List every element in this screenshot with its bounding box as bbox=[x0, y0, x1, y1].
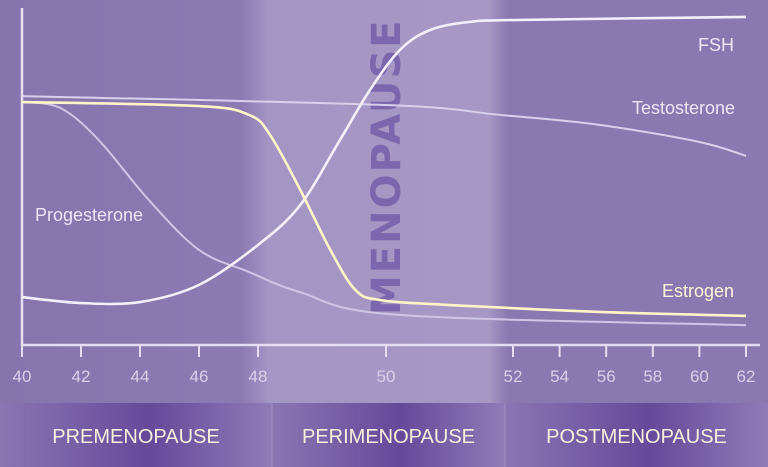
x-tick-label: 48 bbox=[249, 367, 268, 386]
menopause-annotation: MENOPAUSE bbox=[364, 18, 410, 315]
series-label-progesterone: Progesterone bbox=[35, 205, 143, 225]
phase-bar-1 bbox=[272, 403, 505, 467]
x-tick-label: 44 bbox=[131, 367, 150, 386]
series-label-testosterone: Testosterone bbox=[632, 98, 735, 118]
x-tick-label: 62 bbox=[737, 367, 756, 386]
x-tick-label: 54 bbox=[550, 367, 569, 386]
series-line-testosterone bbox=[21, 95, 747, 157]
phase-bar-0 bbox=[0, 403, 272, 467]
series-label-estrogen: Estrogen bbox=[662, 281, 734, 301]
x-tick-label: 50 bbox=[377, 367, 396, 386]
x-tick-label: 52 bbox=[504, 367, 523, 386]
x-tick-label: 42 bbox=[72, 367, 91, 386]
x-tick-label: 60 bbox=[690, 367, 709, 386]
series-line-estrogen bbox=[21, 100, 747, 318]
series-label-fsh: FSH bbox=[698, 35, 734, 55]
x-tick-label: 58 bbox=[643, 367, 662, 386]
x-tick-label: 56 bbox=[597, 367, 616, 386]
phase-label-perimenopause: PERIMENOPAUSE bbox=[302, 426, 475, 448]
phase-band-1 bbox=[268, 0, 508, 403]
phase-label-premenopause: PREMENOPAUSE bbox=[52, 426, 219, 448]
x-tick-label: 46 bbox=[190, 367, 209, 386]
x-tick-label: 40 bbox=[13, 367, 32, 386]
phase-band-0 bbox=[0, 0, 268, 403]
phase-label-postmenopause: POSTMENOPAUSE bbox=[546, 426, 727, 448]
phase-band-2 bbox=[508, 0, 768, 403]
series-line-fsh bbox=[21, 15, 747, 306]
phase-bar-2 bbox=[505, 403, 768, 467]
